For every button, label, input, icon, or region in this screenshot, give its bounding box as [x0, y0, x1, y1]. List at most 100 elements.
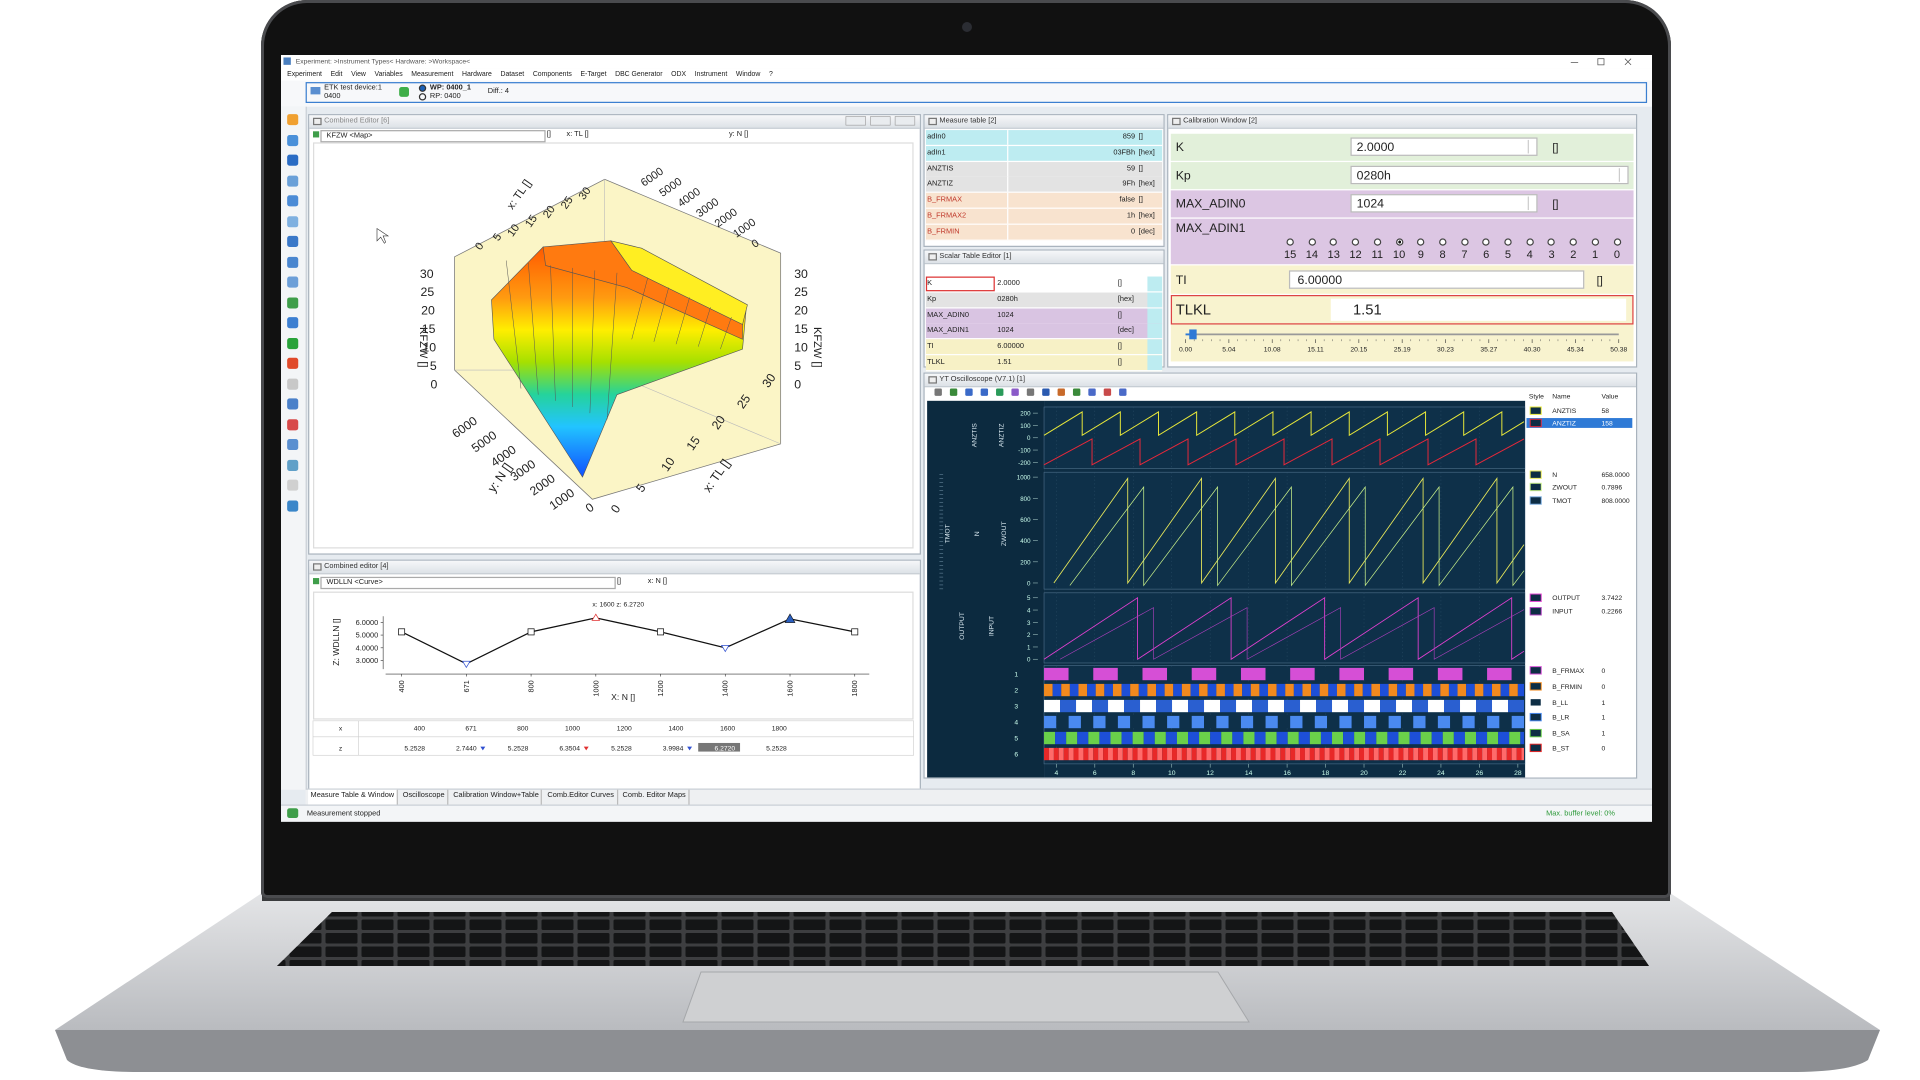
bit-block — [1078, 747, 1084, 761]
bit-block — [1268, 683, 1277, 697]
cal-value-box[interactable]: 1024 — [1350, 194, 1538, 213]
measure-name-divider — [1007, 145, 1009, 161]
menu-item[interactable]: Components — [532, 70, 572, 79]
bit-radio[interactable] — [1286, 238, 1294, 246]
bit-radio[interactable] — [1460, 238, 1469, 246]
tool-icon[interactable] — [287, 235, 299, 247]
osc-plot: 1234562001000-100-2001000800600400200054… — [927, 393, 1634, 778]
bit-radio[interactable] — [1591, 238, 1599, 246]
tab[interactable]: Calibration Window+Table — [451, 789, 543, 805]
scalar-value[interactable]: 1.51 — [997, 358, 1012, 367]
menu-item[interactable]: View — [351, 70, 366, 79]
bit-radio[interactable] — [1569, 238, 1578, 246]
measure-value: 859 — [1122, 133, 1136, 142]
cal-value-box[interactable]: 0280h — [1350, 165, 1629, 185]
tool-icon[interactable] — [287, 195, 299, 207]
tool-icon[interactable] — [287, 378, 299, 390]
menu-item[interactable]: Experiment — [287, 70, 322, 79]
scalar-value[interactable]: 0280h — [997, 295, 1018, 304]
tool-icon[interactable] — [287, 114, 299, 126]
menu-item[interactable]: Measurement — [411, 70, 454, 79]
tool-icon[interactable] — [287, 256, 299, 268]
menu-item[interactable]: ? — [768, 70, 773, 79]
cal-value-box[interactable]: 2.0000 — [1350, 137, 1538, 156]
tab[interactable]: Measure Table & Window — [308, 789, 398, 805]
menu-item[interactable]: Hardware — [462, 70, 492, 79]
menu-item[interactable]: DBC Generator — [615, 70, 663, 79]
scalar-value[interactable]: 6.00000 — [997, 343, 1024, 351]
bit-radio[interactable] — [1438, 238, 1447, 246]
bit-radio[interactable] — [1504, 238, 1512, 246]
tool-icon[interactable] — [287, 479, 299, 491]
tool-icon[interactable] — [287, 357, 299, 369]
bit-radio[interactable] — [1351, 238, 1360, 246]
tab[interactable]: Oscilloscope — [400, 789, 449, 805]
tab[interactable]: Comb. Editor Maps — [620, 789, 690, 805]
bit-radio[interactable] — [1547, 238, 1556, 246]
tool-icon[interactable] — [287, 276, 299, 288]
x-tick-label: 1200 — [656, 680, 665, 696]
tool-icon[interactable] — [287, 398, 299, 410]
bit-radio[interactable] — [1526, 238, 1534, 246]
bit-radio[interactable] — [1613, 238, 1621, 246]
facet-line — [550, 265, 556, 401]
tool-icon[interactable] — [287, 337, 299, 349]
menu-item[interactable]: Edit — [330, 70, 343, 79]
x-tick-label: 1000 — [591, 680, 600, 696]
menu-item[interactable]: Window — [735, 70, 761, 79]
bit-block — [1210, 731, 1222, 745]
menu-item[interactable]: E-Target — [580, 70, 607, 79]
scalar-value[interactable]: 1024 — [997, 311, 1014, 320]
tab[interactable]: Comb.Editor Curves — [545, 789, 618, 805]
signal-style — [1529, 482, 1542, 492]
cal-value-box[interactable]: 1.51 — [1330, 298, 1627, 321]
signal-selected — [1526, 418, 1633, 428]
bit-block — [1142, 667, 1168, 681]
bit-block — [1093, 715, 1106, 729]
tool-icon[interactable] — [287, 134, 299, 146]
scalar-value[interactable]: 2.0000 — [997, 280, 1020, 288]
slider-tick-label: 40.30 — [1524, 347, 1541, 354]
cal-value-box[interactable]: 6.00000 — [1288, 270, 1585, 289]
tl-tick-label: 25 — [559, 194, 576, 211]
table-marker — [480, 746, 486, 751]
tool-icon[interactable] — [287, 499, 299, 511]
bit-block — [1437, 747, 1443, 761]
bit-block — [1254, 731, 1266, 745]
bit-radio[interactable] — [1395, 238, 1403, 246]
curve-selector[interactable]: WDLLN <Curve> — [320, 576, 616, 590]
bit-radio[interactable] — [1330, 238, 1338, 246]
slider-tick-label: 10.08 — [1264, 347, 1281, 354]
bit-radio[interactable] — [1482, 238, 1490, 246]
tool-icon[interactable] — [287, 459, 299, 471]
bit-radio[interactable] — [1373, 238, 1381, 246]
menu-item[interactable]: ODX — [671, 70, 687, 79]
n-tick-label: 5000 — [469, 428, 500, 455]
tool-icon[interactable] — [287, 296, 299, 308]
n-tick-label: 0 — [750, 237, 762, 250]
tool-icon[interactable] — [287, 438, 299, 451]
slider-tick-label: 50.38 — [1610, 347, 1627, 354]
tool-icon[interactable] — [287, 215, 299, 227]
menu-item[interactable]: Dataset — [500, 70, 525, 79]
bit-block — [1290, 747, 1296, 761]
tool-icon[interactable] — [287, 317, 299, 329]
bit-radio[interactable] — [1308, 238, 1316, 246]
bit-block — [1147, 747, 1153, 761]
osc-band — [1043, 471, 1526, 590]
menu-item[interactable]: Variables — [374, 70, 403, 79]
tool-icon[interactable] — [287, 418, 299, 430]
panel-header: YT Oscilloscope (V7.1) [1] — [924, 373, 1637, 388]
bit-block — [1093, 667, 1118, 681]
menu-item[interactable]: Instrument — [694, 70, 728, 79]
scalar-value[interactable]: 1024 — [997, 327, 1014, 335]
bit-radio[interactable] — [1417, 238, 1425, 246]
bit-block — [1253, 715, 1266, 729]
bit-block — [1179, 715, 1192, 729]
tool-icon[interactable] — [287, 174, 299, 187]
tool-icon[interactable] — [287, 154, 299, 166]
bit-block — [1520, 731, 1525, 745]
bit-block — [1508, 699, 1525, 713]
map-selector[interactable]: KFZW <Map> — [320, 130, 546, 143]
osc-tool — [1011, 388, 1019, 396]
